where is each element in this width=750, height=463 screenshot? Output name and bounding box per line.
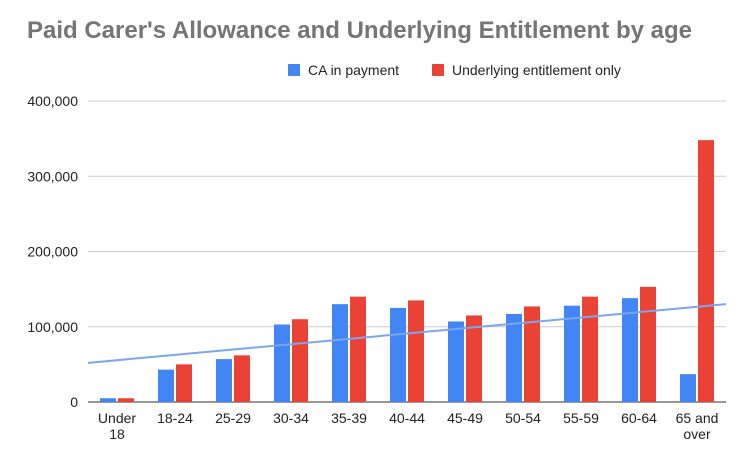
y-tick-label: 200,000 (27, 244, 78, 260)
bar-underlying-entitlement (176, 364, 192, 402)
bar-ca-in-payment (332, 304, 348, 402)
bar-ca-in-payment (448, 321, 464, 402)
x-tick-label: 55-59 (563, 410, 599, 426)
bar-ca-in-payment (622, 298, 638, 402)
bar-underlying-entitlement (408, 300, 424, 402)
bar-ca-in-payment (274, 324, 290, 402)
bars (100, 140, 714, 402)
bar-underlying-entitlement (292, 319, 308, 402)
legend: CA in payment Underlying entitlement only (288, 62, 621, 78)
trendline-group (87, 303, 727, 364)
bar-underlying-entitlement (234, 355, 250, 402)
x-tick-label: 60-64 (621, 410, 657, 426)
x-tick-label: 18-24 (157, 410, 193, 426)
x-tick-label: 25-29 (215, 410, 251, 426)
y-tick-label: 100,000 (27, 319, 78, 335)
y-tick-label: 300,000 (27, 168, 78, 184)
bar-underlying-entitlement (640, 286, 656, 402)
gridlines (88, 100, 726, 403)
bar-ca-in-payment (100, 398, 116, 402)
bar-ca-in-payment (564, 305, 580, 402)
legend-label: Underlying entitlement only (452, 62, 621, 78)
chart-title: Paid Carer's Allowance and Underlying En… (27, 17, 692, 44)
y-axis: 0 100,000 200,000 300,000 400,000 (27, 93, 78, 410)
x-tick-label: 40-44 (389, 410, 425, 426)
trendline (87, 303, 727, 364)
legend-swatch (288, 64, 300, 76)
bar-underlying-entitlement (582, 296, 598, 402)
bar-underlying-entitlement (118, 398, 134, 402)
x-tick-label: 35-39 (331, 410, 367, 426)
bar-underlying-entitlement (466, 315, 482, 402)
bar-ca-in-payment (680, 374, 696, 402)
x-tick-label: 50-54 (505, 410, 541, 426)
bar-ca-in-payment (390, 307, 406, 402)
x-tick-label: 30-34 (273, 410, 309, 426)
bar-ca-in-payment (506, 313, 522, 402)
bar-underlying-entitlement (524, 306, 540, 402)
bar-underlying-entitlement (698, 140, 714, 402)
x-tick-label: 45-49 (447, 410, 483, 426)
x-tick-label: 65 and over (676, 410, 719, 442)
bar-underlying-entitlement (350, 296, 366, 402)
y-tick-label: 0 (70, 394, 78, 410)
bar-ca-in-payment (158, 369, 174, 402)
x-tick-label: Under 18 (98, 410, 136, 442)
x-axis: Under 18 18-24 25-29 30-34 35-39 40-44 45-49 50-… (98, 410, 718, 442)
legend-swatch (432, 64, 444, 76)
y-tick-label: 400,000 (27, 93, 78, 109)
bar-ca-in-payment (216, 359, 232, 402)
legend-label: CA in payment (308, 62, 399, 78)
